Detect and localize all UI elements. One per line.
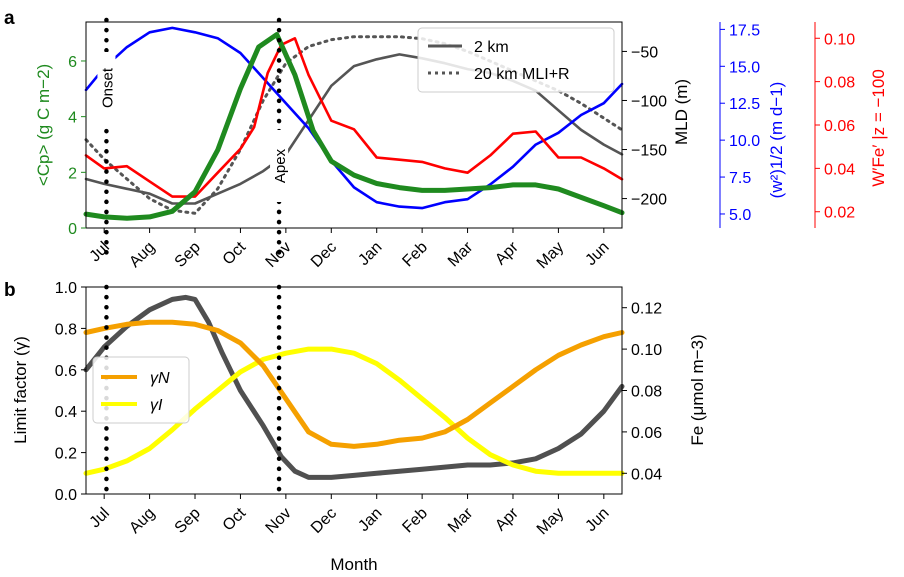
legend-label-2km: 2 km <box>474 39 509 56</box>
panel-b: b Jul Aug Sep Oct Nov Dec Jan Feb Mar Apr May Jun 0… <box>4 280 707 574</box>
panel-b-label: b <box>4 280 16 301</box>
y-tick-label: 0.02 <box>824 205 855 222</box>
y-tick-label: 0.06 <box>824 118 855 135</box>
y-tick-label: 0.2 <box>55 446 77 463</box>
legend-label-20km: 20 km MLI+R <box>474 66 570 83</box>
fe-axis-label: Fe (μmol m−3) <box>688 334 707 445</box>
y-tick-label: −150 <box>631 143 667 160</box>
x-tick-label: Dec <box>308 239 340 271</box>
x-tick-label: Nov <box>263 505 295 537</box>
y-tick-label: 0.8 <box>55 321 77 338</box>
x-tick-label: Dec <box>308 505 340 537</box>
x-tick-label: Feb <box>399 505 431 537</box>
y-tick-label: 7.5 <box>729 170 751 187</box>
legend-box-b <box>92 356 190 424</box>
panel-b-series <box>83 294 625 480</box>
x-tick-label: Jan <box>355 505 385 535</box>
x-tick-label: Jul <box>87 505 113 531</box>
a-series-wfe <box>84 36 624 198</box>
a-series-w <box>84 26 624 210</box>
y-tick-label: −100 <box>631 93 667 110</box>
x-tick-label: Jun <box>582 239 612 269</box>
panel-a-x-axis: Jul Aug Sep Oct Nov Dec Jan Feb Mar Apr May Jun <box>87 228 613 272</box>
x-tick-label: Oct <box>220 238 250 268</box>
x-tick-label: Feb <box>399 239 431 271</box>
x-tick-label: Sep <box>172 239 204 271</box>
x-tick-label: Aug <box>126 239 158 271</box>
legend-label-gamma-i: γI <box>150 397 163 414</box>
y-tick-label: 15.0 <box>729 59 760 76</box>
x-tick-label: Oct <box>220 504 250 534</box>
panel-a: a Onset Apex Jul Aug Sep Oct Nov Dec Jan Feb Mar A… <box>4 8 888 272</box>
y-tick-label: 0.0 <box>55 487 77 504</box>
y-tick-label: 0 <box>68 221 77 238</box>
x-tick-label: Jan <box>355 239 385 269</box>
annotation-bg-onset <box>97 52 116 124</box>
y-tick-label: 4 <box>68 110 77 127</box>
y-tick-label: 0.4 <box>55 404 77 421</box>
x-axis-title: Month <box>330 555 377 574</box>
y-tick-label: 0.10 <box>631 342 662 359</box>
x-tick-label: May <box>534 239 567 272</box>
x-tick-label: Apr <box>492 238 522 268</box>
panel-b-limit-axis: 0.0 0.2 0.4 0.6 0.8 1.0 <box>55 280 86 504</box>
x-tick-label: Jun <box>582 505 612 535</box>
annotation-onset: Onset <box>99 67 116 108</box>
mld-axis-label: MLD (m) <box>672 79 691 145</box>
x-tick-label: May <box>534 505 567 538</box>
panel-b-x-axis: Jul Aug Sep Oct Nov Dec Jan Feb Mar Apr May Jun <box>87 494 613 538</box>
x-tick-label: Apr <box>492 504 522 534</box>
b-series--n <box>83 319 625 449</box>
panel-a-w-axis: 5.0 7.5 10.0 12.5 15.0 17.5 <box>719 22 760 228</box>
panel-a-frame <box>85 21 623 229</box>
y-tick-label: 6 <box>68 54 77 71</box>
annotation-bg-apex <box>270 130 289 202</box>
y-tick-label: 12.5 <box>729 96 760 113</box>
y-tick-label: 17.5 <box>729 22 760 39</box>
panel-a-cp-axis: 0 2 4 6 <box>68 54 86 238</box>
y-tick-label: −200 <box>631 192 667 209</box>
x-tick-label: Sep <box>172 505 204 537</box>
y-tick-label: 0.06 <box>631 425 662 442</box>
panel-b-legend: γN γI <box>92 356 190 424</box>
panel-a-wfe-axis: 0.02 0.04 0.06 0.08 0.10 <box>814 22 855 228</box>
panel-a-legend: 2 km 20 km MLI+R <box>417 27 615 93</box>
panel-a-event-markers: Onset Apex <box>97 17 289 265</box>
y-tick-label: 0.10 <box>824 31 855 48</box>
b-series--i <box>83 346 625 476</box>
panel-b-fe-axis: 0.04 0.06 0.08 0.10 0.12 <box>622 301 662 483</box>
panel-a-label: a <box>4 8 15 29</box>
w-axis-label: (w²)1/2 (m d−1) <box>767 82 786 199</box>
wfe-axis-label: W′Fe′ |z = −100 <box>869 69 888 187</box>
y-tick-label: 0.12 <box>631 301 662 318</box>
y-tick-label: 2 <box>68 165 77 182</box>
y-tick-label: 0.04 <box>824 161 855 178</box>
y-tick-label: 0.08 <box>631 384 662 401</box>
x-tick-label: Jul <box>87 239 113 265</box>
legend-label-gamma-n: γN <box>150 370 170 387</box>
legend-box <box>417 27 615 93</box>
x-tick-label: Nov <box>263 239 295 271</box>
b-series-fe <box>83 294 625 480</box>
y-tick-label: 0.04 <box>631 466 662 483</box>
annotation-apex: Apex <box>272 148 289 183</box>
x-tick-label: Aug <box>126 505 158 537</box>
y-tick-label: 0.08 <box>824 75 855 92</box>
limit-axis-label: Limit factor (γ) <box>11 336 30 444</box>
y-tick-label: 10.0 <box>729 133 760 150</box>
x-tick-label: Mar <box>445 238 477 270</box>
y-tick-label: 1.0 <box>55 280 77 297</box>
cp-axis-label: <Cp> (g C m−2) <box>34 64 53 186</box>
y-tick-label: 0.6 <box>55 363 77 380</box>
y-tick-label: −50 <box>631 44 658 61</box>
a-series-cp <box>83 32 625 221</box>
panel-a-mld-axis: −50 −100 −150 −200 <box>622 44 667 209</box>
y-tick-label: 5.0 <box>729 207 751 224</box>
x-tick-label: Mar <box>445 504 477 536</box>
